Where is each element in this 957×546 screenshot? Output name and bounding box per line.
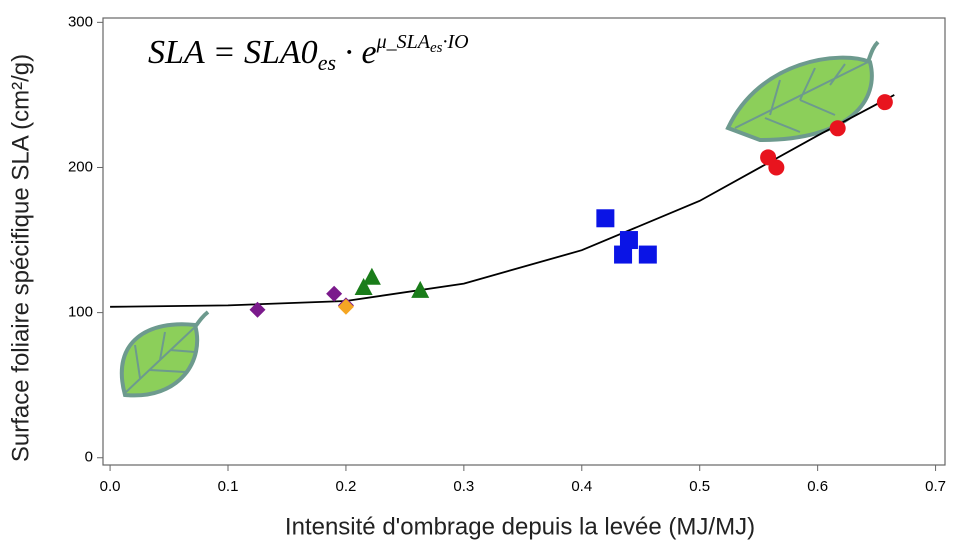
equation-part: es — [318, 50, 336, 75]
x-tick-label: 0.3 — [453, 478, 474, 495]
x-tick-label: 0.4 — [571, 478, 592, 495]
x-tick-label: 0.2 — [336, 478, 357, 495]
data-point — [596, 209, 615, 228]
y-axis-label: Surface foliaire spécifique SLA (cm²/g) — [7, 54, 34, 462]
equation-part: μ_SLA — [376, 31, 431, 53]
x-tick-label: 0.5 — [689, 478, 710, 495]
y-tick-label: 200 — [68, 158, 93, 175]
equation-part: es — [430, 40, 443, 56]
data-point — [337, 298, 354, 315]
x-tick-label: 0.7 — [925, 478, 946, 495]
y-tick-label: 100 — [68, 304, 93, 321]
data-point — [876, 94, 893, 111]
data-point — [362, 267, 381, 285]
y-tick-label: 300 — [68, 13, 93, 30]
equation: SLA = SLA0es · eμ_SLAes·IO — [148, 31, 469, 75]
data-point — [249, 301, 266, 318]
equation-part: · e — [336, 34, 377, 71]
leaf-top-right — [725, 40, 880, 143]
data-point — [619, 231, 638, 250]
data-point — [411, 280, 430, 298]
data-point — [829, 120, 846, 137]
data-point — [326, 285, 343, 302]
x-tick-label: 0.6 — [807, 478, 828, 495]
y-tick-label: 0 — [85, 449, 93, 466]
data-point — [768, 159, 785, 176]
x-axis-label: Intensité d'ombrage depuis la levée (MJ/… — [285, 513, 755, 540]
equation-part: ·IO — [443, 31, 469, 53]
x-tick-label: 0.0 — [100, 478, 121, 495]
data-point — [354, 277, 373, 295]
x-tick-label: 0.1 — [218, 478, 239, 495]
leaf-bottom-left — [119, 310, 210, 398]
equation-part: SLA = SLA0 — [148, 34, 318, 71]
fit-curve — [110, 94, 895, 308]
data-point — [638, 245, 657, 264]
data-point — [614, 245, 633, 264]
